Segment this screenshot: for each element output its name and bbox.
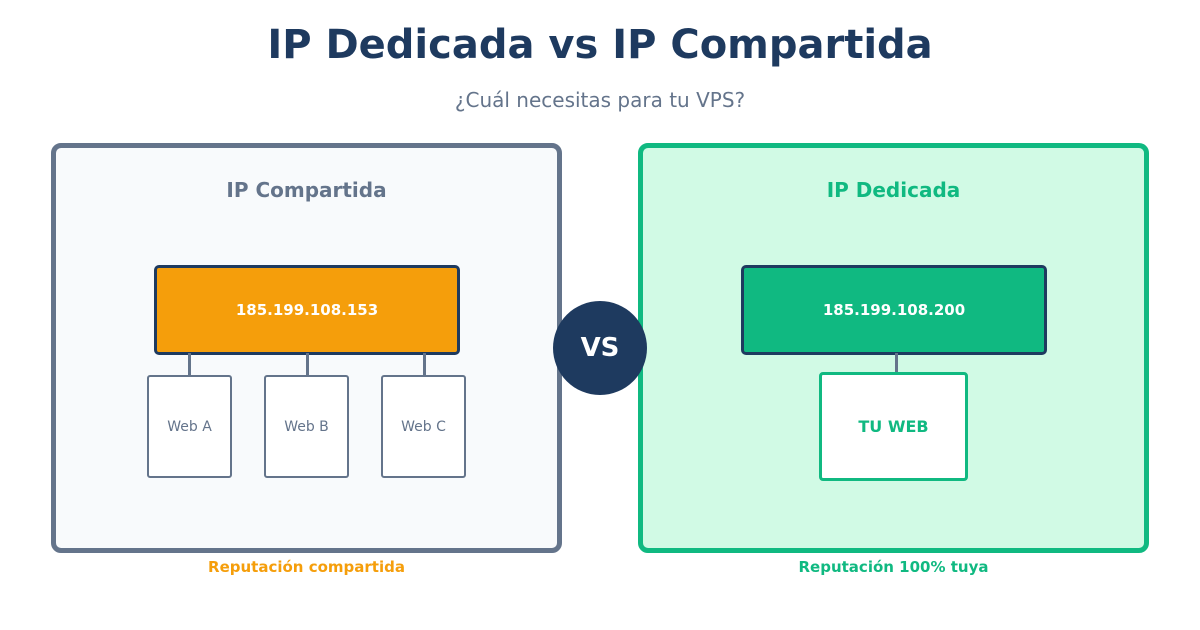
- website-box-b: Web B: [264, 375, 349, 478]
- dedicated-reputation-caption: Reputación 100% tuya: [798, 558, 989, 576]
- shared-ip-panel: IP Compartida 185.199.108.153 Web A Web …: [51, 143, 562, 553]
- dedicated-ip-panel: IP Dedicada 185.199.108.200 TU WEB: [638, 143, 1149, 553]
- website-box-a: Web A: [147, 375, 232, 478]
- website-box-c: Web C: [381, 375, 466, 478]
- connector-line-c: [423, 353, 426, 382]
- shared-ip-address-box: 185.199.108.153: [154, 265, 460, 355]
- dedicated-panel-title: IP Dedicada: [826, 178, 961, 202]
- connector-line-own: [895, 353, 898, 382]
- page-title: IP Dedicada vs IP Compartida: [267, 22, 933, 68]
- connector-line-b: [306, 353, 309, 382]
- shared-reputation-caption: Reputación compartida: [208, 558, 405, 576]
- own-website-box: TU WEB: [819, 372, 968, 481]
- dedicated-ip-address-box: 185.199.108.200: [741, 265, 1047, 355]
- vs-badge: VS: [553, 301, 647, 395]
- connector-line-a: [188, 353, 191, 382]
- shared-panel-title: IP Compartida: [226, 178, 387, 202]
- page-subtitle: ¿Cuál necesitas para tu VPS?: [454, 88, 746, 112]
